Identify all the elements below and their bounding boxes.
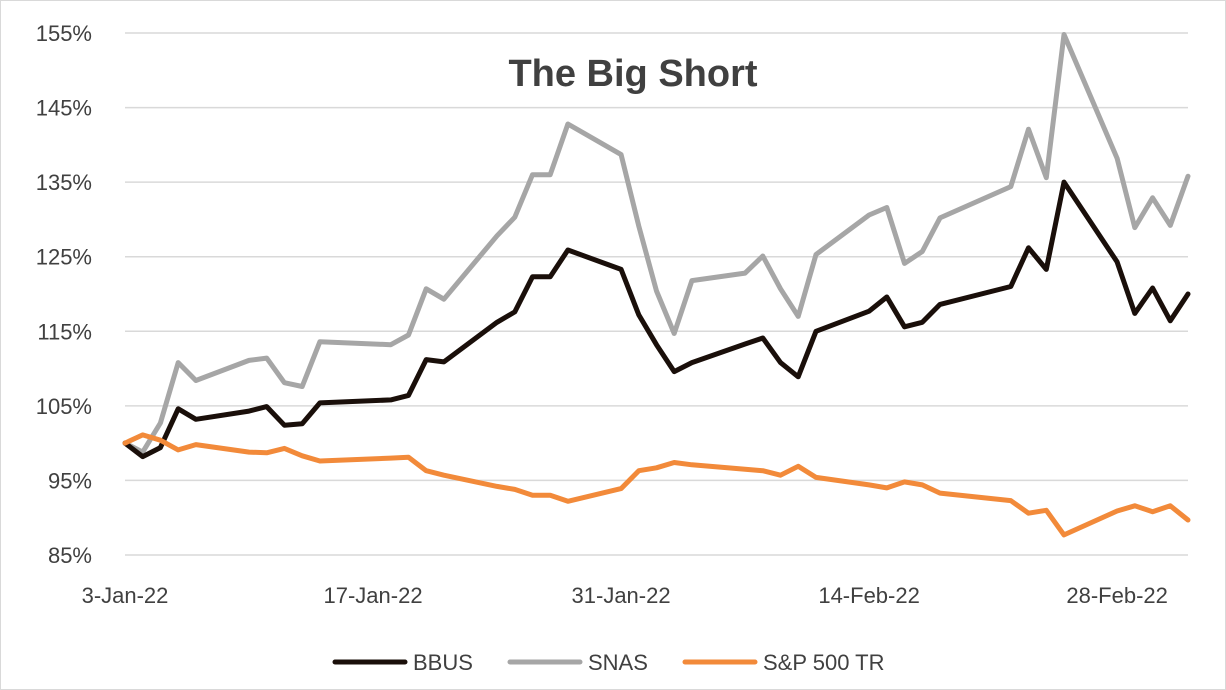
- y-tick-label: 155%: [36, 21, 92, 46]
- y-tick-label: 85%: [48, 543, 92, 568]
- series-line-s-p-500-tr: [122, 432, 1191, 538]
- x-tick-label: 28-Feb-22: [1066, 583, 1168, 608]
- y-tick-label: 95%: [48, 468, 92, 493]
- x-tick-label: 14-Feb-22: [818, 583, 920, 608]
- legend-label-snas: SNAS: [588, 650, 648, 675]
- y-tick-label: 145%: [36, 96, 92, 121]
- y-axis-tick-labels: 85% 95% 105% 115% 125% 135% 145% 155%: [36, 21, 92, 568]
- legend-label-s-p-500-tr: S&P 500 TR: [763, 650, 884, 675]
- x-axis-tick-labels: 3-Jan-22 17-Jan-22 31-Jan-22 14-Feb-22 28-Fe…: [82, 583, 1168, 608]
- series-line-bbus: [122, 179, 1191, 460]
- legend-label-bbus: BBUS: [413, 650, 473, 675]
- series-lines: [122, 32, 1191, 538]
- chart-title: The Big Short: [508, 53, 757, 95]
- y-tick-label: 125%: [36, 245, 92, 270]
- series-line-snas: [122, 32, 1191, 455]
- legend: BBUS SNAS S&P 500 TR: [332, 650, 884, 675]
- x-tick-label: 17-Jan-22: [323, 583, 422, 608]
- y-tick-label: 105%: [36, 394, 92, 419]
- x-tick-label: 3-Jan-22: [82, 583, 169, 608]
- y-tick-label: 135%: [36, 170, 92, 195]
- y-tick-label: 115%: [37, 319, 92, 344]
- x-tick-label: 31-Jan-22: [572, 583, 671, 608]
